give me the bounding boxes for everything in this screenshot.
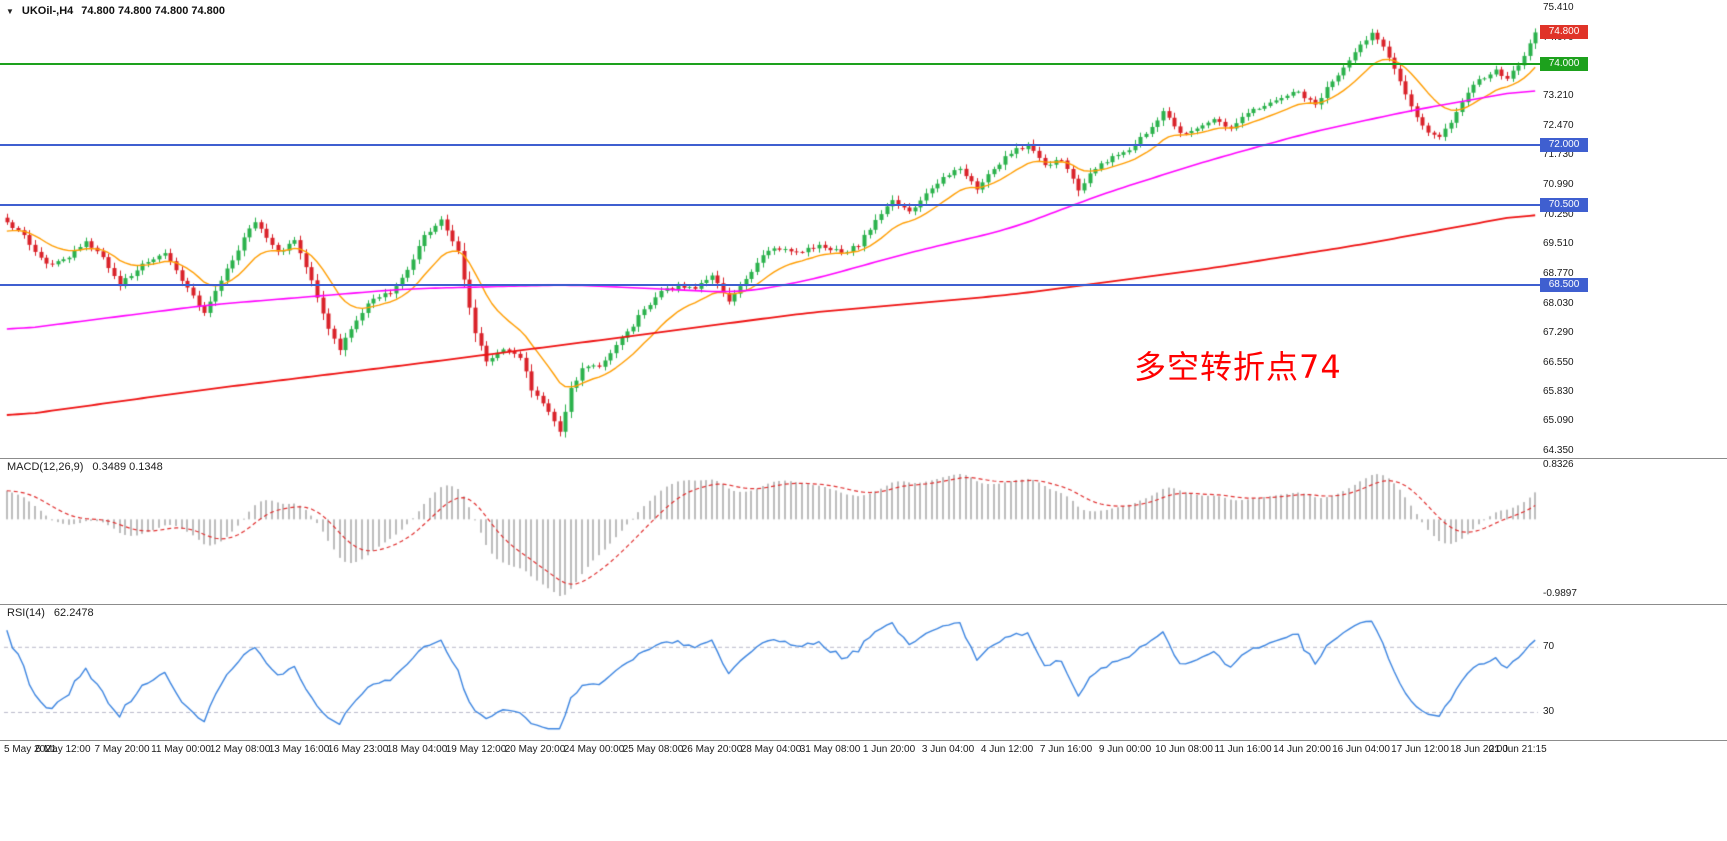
time-axis-label: 4 Jun 12:00 [980, 744, 1034, 755]
price-axis-label: 67.290 [1543, 327, 1574, 339]
symbol-dropdown-icon[interactable]: ▼ [6, 6, 14, 16]
time-axis-label: 20 May 20:00 [504, 744, 566, 755]
rsi-level-label: 70 [1543, 641, 1555, 653]
price-axis-label: 71.730 [1543, 149, 1574, 161]
level-price-badge: 68.500 [1540, 277, 1588, 292]
price-axis-label: 64.350 [1543, 445, 1574, 456]
time-axis-label: 31 May 08:00 [799, 744, 861, 755]
time-axis-label: 7 May 20:00 [94, 744, 150, 755]
time-axis-label: 13 May 16:00 [268, 744, 330, 755]
horizontal-level-line[interactable] [0, 143, 1540, 146]
level-price-badge: 74.000 [1540, 57, 1588, 72]
time-axis-label: 17 Jun 12:00 [1391, 744, 1449, 755]
price-axis-label: 68.030 [1543, 297, 1574, 309]
time-axis-label: 6 May 12:00 [35, 744, 91, 755]
rsi-label: RSI(14) 62.2478 [7, 607, 94, 619]
time-axis-label: 10 Jun 08:00 [1155, 744, 1213, 755]
horizontal-level-line[interactable] [0, 63, 1540, 66]
time-axis-label: 21 Jun 21:15 [1488, 744, 1547, 755]
time-axis-label: 16 May 23:00 [327, 744, 389, 755]
price-axis-label: 69.510 [1543, 238, 1574, 250]
time-axis-label: 16 Jun 04:00 [1332, 744, 1390, 755]
chart-header: ▼ UKOil-,H4 74.800 74.800 74.800 74.800 [6, 5, 225, 17]
panel-separator[interactable] [0, 740, 1727, 741]
panel-separator[interactable] [0, 458, 1727, 459]
macd-axis-min: -0.9897 [1543, 588, 1577, 599]
time-axis-label: 12 May 08:00 [209, 744, 271, 755]
time-axis-label: 18 May 04:00 [386, 744, 448, 755]
macd-title: MACD(12,26,9) [7, 461, 84, 473]
horizontal-level-line[interactable] [0, 203, 1540, 206]
price-axis-label: 75.410 [1543, 2, 1574, 13]
time-axis-label: 11 May 00:00 [151, 744, 211, 755]
time-axis-label: 7 Jun 16:00 [1039, 744, 1093, 755]
level-price-badge: 72.000 [1540, 137, 1588, 152]
time-axis-label: 24 May 00:00 [563, 744, 625, 755]
macd-axis-max: 0.8326 [1543, 459, 1574, 470]
panel-separator[interactable] [0, 604, 1727, 605]
price-axis-label: 73.210 [1543, 90, 1574, 102]
time-axis-label: 9 Jun 00:00 [1098, 744, 1152, 755]
price-axis-label: 68.770 [1543, 267, 1574, 279]
rsi-level-label: 30 [1543, 706, 1555, 718]
annotation-text[interactable]: 多空转折点74 [1134, 348, 1342, 386]
price-axis-label: 65.830 [1543, 385, 1574, 397]
time-axis-label: 1 Jun 20:00 [862, 744, 916, 755]
time-axis-label: 19 May 12:00 [445, 744, 507, 755]
symbol-period-label: UKOil-,H4 [21, 5, 74, 17]
macd-values: 0.3489 0.1348 [92, 461, 163, 473]
macd-label: MACD(12,26,9) 0.3489 0.1348 [7, 461, 163, 473]
ohlc-values: 74.800 74.800 74.800 74.800 [81, 5, 226, 17]
time-axis-label: 18 Jun 20:00 [1450, 744, 1508, 755]
time-axis-label: 26 May 20:00 [681, 744, 743, 755]
rsi-value: 62.2478 [53, 607, 94, 619]
time-axis-label: 11 Jun 16:00 [1214, 744, 1272, 755]
price-axis-label: 70.250 [1543, 208, 1574, 220]
price-axis-label: 65.090 [1543, 415, 1574, 427]
price-axis-label: 66.550 [1543, 356, 1574, 368]
current-price-badge: 74.800 [1540, 25, 1588, 40]
time-axis-label: 28 May 04:00 [740, 744, 802, 755]
time-axis-label: 5 May 2021 [4, 744, 57, 755]
time-axis-label: 14 Jun 20:00 [1273, 744, 1331, 755]
price-axis-label: 72.470 [1543, 119, 1574, 131]
level-price-badge: 70.500 [1540, 197, 1588, 212]
rsi-title: RSI(14) [7, 607, 45, 619]
horizontal-level-line[interactable] [0, 283, 1540, 286]
time-axis-label: 25 May 08:00 [622, 744, 684, 755]
time-axis-label: 3 Jun 04:00 [921, 744, 975, 755]
price-axis-label: 70.990 [1543, 179, 1574, 191]
